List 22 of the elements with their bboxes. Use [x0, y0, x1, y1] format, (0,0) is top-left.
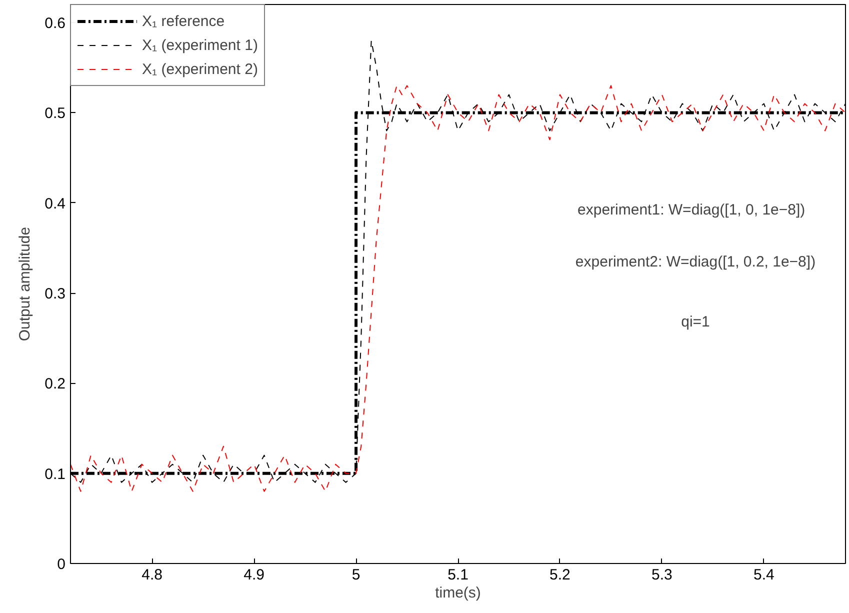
y-axis-title: Output amplitude: [16, 226, 34, 342]
x-tick-label: 5.4: [753, 566, 774, 584]
x-tick-label: 5: [352, 566, 360, 584]
y-tick-label: 0.5: [44, 105, 66, 122]
y-tick-label: 0.1: [44, 466, 66, 483]
x-axis-title: time(s): [435, 584, 481, 602]
x-tick-label: 5.2: [550, 566, 570, 584]
y-tick-label: 0.2: [44, 376, 66, 393]
y-tick-label: 0.6: [44, 15, 66, 32]
legend-label: X₁ reference: [142, 12, 225, 30]
legend-label: X₁ (experiment 1): [142, 36, 258, 54]
x-tick-label: 5.1: [448, 566, 468, 584]
y-tick-label: 0: [57, 556, 66, 573]
annotation: experiment1: W=diag([1, 0, 1e−8]): [578, 202, 806, 218]
x-tick-label: 4.9: [244, 566, 264, 584]
x-tick-label: 4.8: [142, 566, 163, 584]
y-tick-label: 0.3: [44, 286, 66, 303]
annotation: experiment2: W=diag([1, 0.2, 1e−8]): [575, 254, 816, 270]
annotation: qi=1: [681, 314, 710, 330]
y-tick-label: 0.4: [44, 195, 66, 212]
x-tick-label: 5.3: [652, 566, 672, 584]
legend-label: X₁ (experiment 2): [142, 60, 258, 78]
